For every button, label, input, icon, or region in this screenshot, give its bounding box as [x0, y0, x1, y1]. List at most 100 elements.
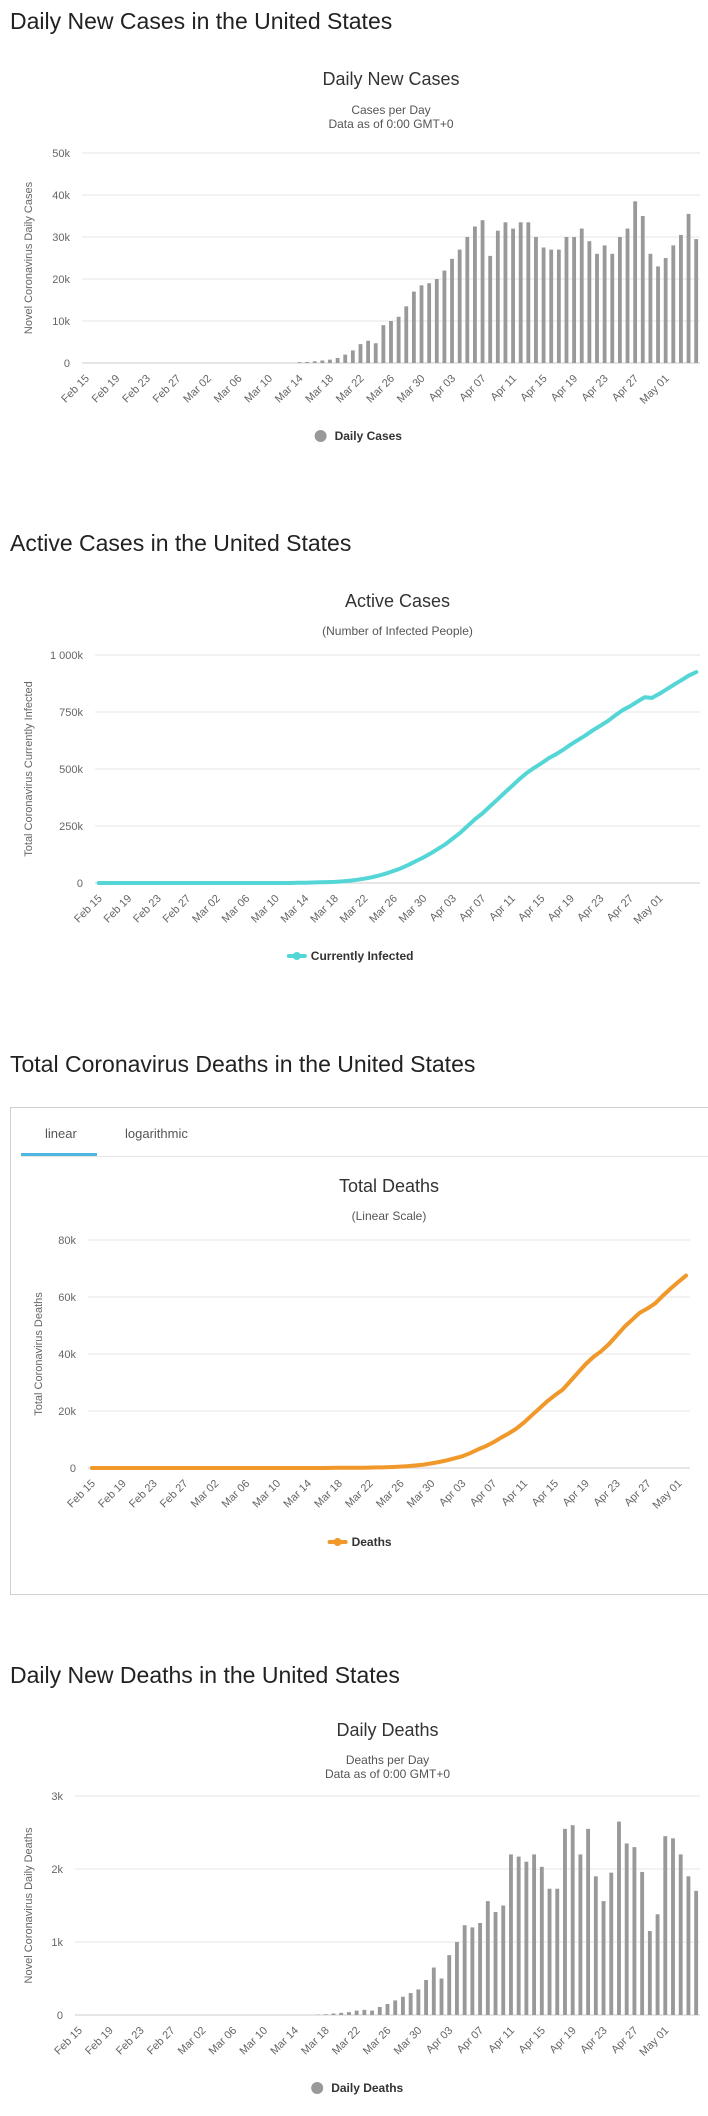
bar — [511, 229, 515, 363]
bar — [534, 237, 538, 363]
x-tick-label: Apr 07 — [457, 893, 488, 924]
x-tick-label: Mar 14 — [281, 1478, 314, 1511]
bar — [339, 2013, 343, 2015]
bar — [519, 222, 523, 363]
bar — [420, 285, 424, 363]
x-tick-label: Apr 11 — [488, 373, 519, 404]
y-axis-label: Total Coronavirus Currently Infected — [23, 681, 35, 856]
chart-title: Total Deaths — [339, 1176, 439, 1196]
x-tick-label: Mar 10 — [242, 373, 275, 406]
chart-subtitle-2: Data as of 0:00 GMT+0 — [325, 1767, 450, 1781]
y-tick-label: 1 000k — [50, 650, 84, 662]
y-tick-label: 80k — [58, 1235, 76, 1247]
tab-linear[interactable]: linear — [45, 1126, 77, 1141]
bar — [632, 1847, 636, 2015]
bar — [649, 254, 653, 363]
y-tick-label: 20k — [52, 274, 70, 286]
tab-logarithmic[interactable]: logarithmic — [125, 1126, 188, 1141]
y-tick-label: 40k — [58, 1349, 76, 1361]
bar — [617, 1822, 621, 2015]
x-tick-label: Apr 11 — [499, 1478, 530, 1509]
x-tick-label: Feb 23 — [114, 2025, 147, 2058]
bar — [370, 2011, 374, 2015]
x-tick-label: Mar 06 — [207, 2025, 240, 2058]
bar — [540, 1867, 544, 2015]
x-tick-label: Mar 30 — [397, 893, 430, 926]
bar — [603, 245, 607, 363]
x-tick-label: Mar 02 — [190, 893, 223, 926]
bar — [320, 360, 324, 363]
legend-marker — [311, 2082, 323, 2094]
section-title-daily-deaths: Daily New Deaths in the United States — [10, 1662, 400, 1689]
bar — [501, 1906, 505, 2016]
x-tick-label: Apr 23 — [575, 893, 606, 924]
bar — [359, 344, 363, 363]
total-deaths-chart: Total Deaths(Linear Scale)020k40k60k80kT… — [0, 1170, 708, 1570]
x-tick-label: Mar 10 — [249, 893, 282, 926]
y-tick-label: 0 — [64, 358, 70, 370]
x-tick-label: Mar 22 — [334, 373, 367, 406]
x-tick-label: Apr 07 — [468, 1478, 499, 1509]
x-tick-label: Apr 19 — [547, 2025, 578, 2056]
x-tick-label: Mar 14 — [268, 2025, 301, 2058]
x-tick-label: Apr 23 — [591, 1478, 622, 1509]
bar — [351, 350, 355, 363]
legend-label: Deaths — [352, 1535, 392, 1549]
x-tick-label: Mar 02 — [181, 373, 214, 406]
y-tick-label: 20k — [58, 1406, 76, 1418]
x-tick-label: Feb 15 — [72, 893, 105, 926]
x-tick-label: May 01 — [638, 373, 672, 407]
tab-linear-active-indicator — [21, 1153, 97, 1156]
legend-label: Daily Cases — [335, 429, 403, 443]
bar — [586, 1829, 590, 2015]
x-tick-label: Apr 27 — [605, 893, 636, 924]
bar — [374, 343, 378, 363]
bar — [602, 1901, 606, 2015]
bar — [362, 2010, 366, 2015]
bar — [548, 1889, 552, 2015]
bar — [443, 271, 447, 363]
bar — [610, 254, 614, 363]
y-tick-label: 500k — [59, 764, 83, 776]
bar — [694, 239, 698, 363]
x-tick-label: Mar 22 — [338, 893, 371, 926]
bar — [640, 1872, 644, 2015]
x-tick-label: Mar 26 — [361, 2025, 394, 2058]
bar — [496, 231, 500, 363]
bar — [343, 355, 347, 363]
x-tick-label: Apr 19 — [546, 893, 577, 924]
x-tick-label: Apr 23 — [579, 373, 610, 404]
bar — [664, 258, 668, 363]
bar — [580, 229, 584, 363]
x-tick-label: Apr 15 — [516, 893, 547, 924]
bar — [412, 292, 416, 363]
bar — [404, 306, 408, 363]
bar — [336, 358, 340, 363]
x-tick-label: Mar 18 — [312, 1478, 345, 1511]
bar — [389, 321, 393, 363]
x-tick-label: Mar 14 — [279, 893, 312, 926]
bar — [557, 250, 561, 363]
bar — [486, 1901, 490, 2015]
bar — [435, 279, 439, 363]
bar — [679, 235, 683, 363]
bar — [313, 361, 317, 363]
bar — [463, 1925, 467, 2015]
bar — [386, 2004, 390, 2015]
x-tick-label: Mar 18 — [308, 893, 341, 926]
x-tick-label: Apr 11 — [486, 2025, 517, 2056]
legend-label: Currently Infected — [311, 949, 414, 963]
bar — [656, 266, 660, 363]
bar — [455, 1942, 459, 2015]
x-tick-label: Feb 19 — [102, 893, 135, 926]
x-tick-label: Feb 15 — [59, 373, 92, 406]
y-axis-label: Total Coronavirus Deaths — [33, 1292, 45, 1416]
y-tick-label: 60k — [58, 1292, 76, 1304]
legend-label: Daily Deaths — [331, 2081, 403, 2095]
chart-title: Daily Deaths — [336, 1720, 438, 1740]
y-tick-label: 750k — [59, 707, 83, 719]
bar — [555, 1889, 559, 2015]
x-tick-label: Apr 03 — [437, 1478, 468, 1509]
x-tick-label: Apr 15 — [518, 373, 549, 404]
